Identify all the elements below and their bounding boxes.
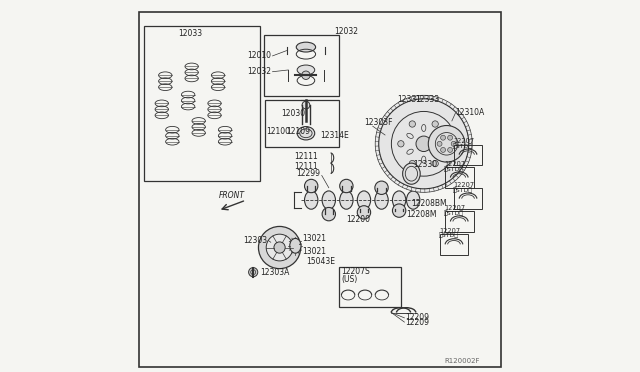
Ellipse shape: [322, 208, 335, 221]
Ellipse shape: [375, 181, 388, 195]
Ellipse shape: [340, 179, 353, 193]
Ellipse shape: [296, 42, 316, 52]
Circle shape: [416, 136, 431, 151]
Ellipse shape: [357, 206, 371, 219]
Circle shape: [274, 242, 285, 253]
Text: 15043E: 15043E: [306, 257, 335, 266]
Text: 〈STD〉: 〈STD〉: [439, 233, 459, 238]
Circle shape: [397, 141, 404, 147]
Bar: [440, 234, 468, 254]
Ellipse shape: [375, 191, 388, 209]
Text: 12207: 12207: [444, 161, 465, 167]
Circle shape: [266, 234, 293, 261]
Text: 〈STD〉: 〈STD〉: [453, 187, 473, 193]
Text: 12207: 12207: [453, 182, 474, 188]
Ellipse shape: [302, 101, 310, 109]
Text: 〈STD〉: 〈STD〉: [444, 210, 464, 215]
Ellipse shape: [340, 191, 353, 209]
Ellipse shape: [297, 126, 315, 140]
Text: 12331: 12331: [397, 95, 421, 105]
Text: 12111: 12111: [294, 162, 318, 171]
Circle shape: [437, 141, 442, 146]
Circle shape: [301, 71, 310, 80]
Circle shape: [259, 227, 301, 269]
Text: 12109: 12109: [287, 127, 310, 136]
Text: 12333: 12333: [415, 95, 439, 105]
Circle shape: [432, 160, 438, 167]
Text: 12207S: 12207S: [341, 267, 370, 276]
Ellipse shape: [403, 163, 420, 184]
Text: 13021: 13021: [303, 234, 326, 243]
Bar: [445, 167, 474, 188]
Ellipse shape: [290, 238, 301, 253]
Text: 12032: 12032: [247, 67, 271, 76]
Circle shape: [440, 135, 445, 140]
Bar: [454, 189, 483, 209]
Circle shape: [447, 147, 452, 153]
Circle shape: [409, 160, 415, 167]
Circle shape: [379, 99, 468, 189]
Text: 〈STD〉: 〈STD〉: [453, 143, 473, 149]
Bar: [266, 100, 339, 147]
Text: 12033: 12033: [178, 29, 202, 38]
Text: 12032: 12032: [334, 27, 358, 36]
Text: 12330: 12330: [413, 160, 437, 169]
Bar: [144, 26, 260, 181]
Circle shape: [409, 121, 415, 127]
Text: R120002F: R120002F: [445, 358, 480, 364]
Bar: [445, 211, 474, 232]
Circle shape: [444, 141, 450, 147]
Circle shape: [432, 121, 438, 127]
Text: 12100: 12100: [266, 127, 290, 136]
Text: 12200: 12200: [346, 215, 371, 224]
Text: 12208BM: 12208BM: [412, 199, 447, 208]
Text: 〈STD〉: 〈STD〉: [444, 166, 464, 171]
Text: 12303F: 12303F: [364, 118, 392, 127]
Text: FRONT: FRONT: [219, 191, 245, 200]
Bar: [339, 267, 401, 307]
Text: 12111: 12111: [294, 152, 318, 161]
Text: 12010: 12010: [247, 51, 271, 60]
Circle shape: [447, 135, 452, 140]
Text: (US): (US): [341, 275, 357, 284]
Text: 12299: 12299: [296, 169, 320, 178]
Text: 12207: 12207: [453, 138, 474, 144]
Circle shape: [248, 267, 258, 277]
Circle shape: [428, 125, 465, 162]
Ellipse shape: [305, 191, 318, 209]
Ellipse shape: [357, 191, 371, 209]
Text: 12303A: 12303A: [260, 267, 289, 277]
Circle shape: [440, 147, 445, 153]
Text: 12310A: 12310A: [456, 108, 484, 117]
Ellipse shape: [305, 179, 318, 193]
Text: 12207: 12207: [444, 205, 465, 211]
Ellipse shape: [322, 191, 335, 209]
Circle shape: [451, 141, 456, 146]
Circle shape: [375, 95, 472, 192]
Text: 12207: 12207: [439, 228, 460, 234]
Ellipse shape: [406, 191, 420, 209]
Text: 12030: 12030: [282, 109, 305, 118]
Text: 12209: 12209: [406, 312, 429, 322]
Text: 12314E: 12314E: [320, 131, 349, 140]
Bar: [264, 35, 339, 96]
Ellipse shape: [392, 204, 406, 217]
Text: 13021: 13021: [303, 247, 326, 256]
Ellipse shape: [297, 65, 315, 75]
Ellipse shape: [392, 191, 406, 209]
Text: 12209: 12209: [406, 318, 429, 327]
Text: 12303: 12303: [243, 236, 268, 245]
Bar: [454, 144, 483, 165]
Text: 12208M: 12208M: [406, 210, 436, 219]
